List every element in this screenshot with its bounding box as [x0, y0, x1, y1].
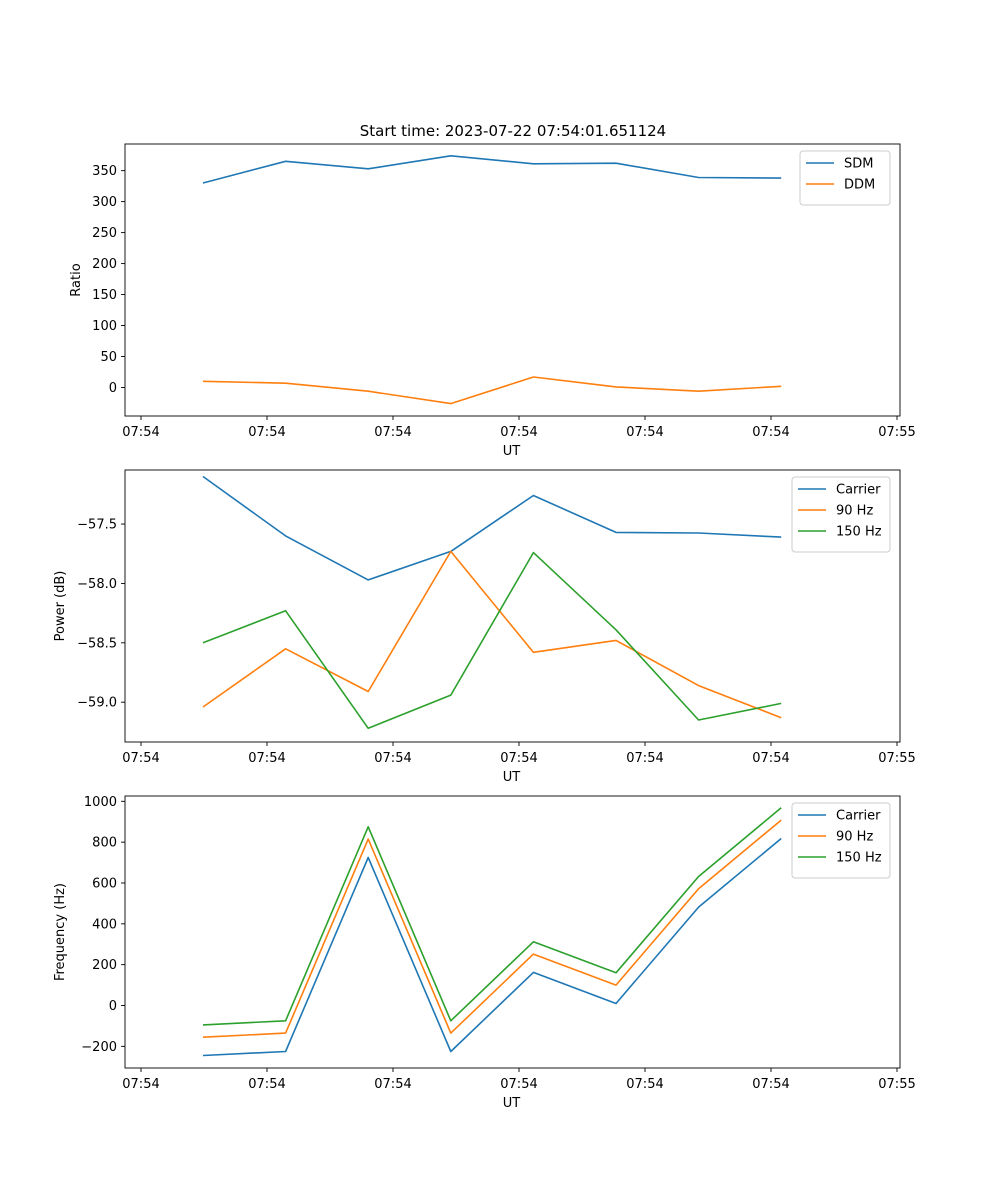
x-axis-label: UT	[503, 444, 521, 459]
x-tick-label: 07:54	[374, 425, 411, 440]
x-tick-label: 07:54	[122, 1077, 159, 1092]
chart-title: Start time: 2023-07-22 07:54:01.651124	[360, 122, 666, 140]
legend: Carrier 90 Hz 150 Hz	[791, 476, 891, 553]
x-tick-label: 07:54	[752, 425, 789, 440]
series-line-sdm	[202, 155, 782, 184]
series-line-carrier	[202, 475, 782, 581]
y-tick-label: −59.0	[77, 696, 117, 711]
y-tick-label: 150	[92, 288, 117, 303]
y-tick-label: −58.5	[77, 636, 117, 651]
x-tick-label: 07:54	[248, 1077, 285, 1092]
y-tick-label: 250	[92, 226, 117, 241]
chart-panel-2: 07:54 07:54 07:54 07:54 07:54 07:54 07:55 −59.0…	[53, 469, 916, 785]
legend-box	[791, 476, 891, 553]
x-tick-label: 07:54	[626, 751, 663, 766]
y-tick-label: 800	[92, 836, 117, 851]
x-tick-label: 07:54	[122, 425, 159, 440]
legend-label: SDM	[844, 157, 873, 172]
y-tick-label: 200	[92, 257, 117, 272]
series-line-150-hz	[202, 807, 782, 1026]
y-tick-label: 300	[92, 195, 117, 210]
x-tick-label: 07:54	[122, 751, 159, 766]
series-line-150-hz	[202, 551, 782, 730]
x-tick-label: 07:55	[878, 1077, 915, 1092]
legend-label: Carrier	[836, 483, 881, 498]
x-tick-label: 07:54	[500, 425, 537, 440]
y-tick-label: 200	[92, 958, 117, 973]
y-tick-label: 400	[92, 917, 117, 932]
y-axis-label: Power (dB)	[53, 571, 68, 642]
x-axis-label: UT	[503, 1096, 521, 1111]
x-tick-label: 07:54	[500, 751, 537, 766]
legend-label: 90 Hz	[836, 504, 873, 519]
legend-label: 150 Hz	[836, 851, 882, 866]
x-tick-label: 07:54	[752, 751, 789, 766]
chart-panel-1: 07:54 07:54 07:54 07:54 07:54 07:54 07:55 0 50 10…	[69, 143, 916, 459]
series-line-carrier	[202, 837, 782, 1057]
x-tick-label: 07:54	[626, 1077, 663, 1092]
legend-label: DDM	[844, 178, 875, 193]
x-tick-label: 07:54	[248, 425, 285, 440]
series-line-90-hz	[202, 819, 782, 1038]
y-tick-label: 350	[92, 164, 117, 179]
legend-label: Carrier	[836, 809, 881, 824]
axes-frame	[124, 469, 901, 743]
x-tick-label: 07:54	[752, 1077, 789, 1092]
x-tick-label: 07:54	[248, 751, 285, 766]
legend-label: 150 Hz	[836, 525, 882, 540]
x-axis-label: UT	[503, 770, 521, 785]
x-tick-label: 07:54	[374, 1077, 411, 1092]
y-tick-label: 1000	[84, 795, 117, 810]
y-tick-label: 0	[109, 381, 117, 396]
legend: SDM DDM	[799, 150, 891, 206]
legend-label: 90 Hz	[836, 830, 873, 845]
y-tick-label: 600	[92, 876, 117, 891]
x-tick-label: 07:55	[878, 425, 915, 440]
series-line-ddm	[202, 376, 782, 405]
x-tick-label: 07:55	[878, 751, 915, 766]
x-tick-label: 07:54	[626, 425, 663, 440]
y-tick-label: 100	[92, 319, 117, 334]
axes-frame	[124, 795, 901, 1069]
legend: Carrier 90 Hz 150 Hz	[791, 802, 891, 879]
y-tick-label: −57.5	[77, 518, 117, 533]
y-tick-label: −200	[81, 1040, 117, 1055]
x-tick-label: 07:54	[374, 751, 411, 766]
chart-panel-3: 07:54 07:54 07:54 07:54 07:54 07:54 07:55 −200 0…	[53, 795, 916, 1111]
axes-frame	[124, 143, 901, 417]
x-tick-label: 07:54	[500, 1077, 537, 1092]
legend-box	[791, 802, 891, 879]
y-axis-label: Frequency (Hz)	[53, 883, 68, 981]
y-axis-label: Ratio	[69, 263, 84, 296]
series-line-90-hz	[202, 550, 782, 719]
legend-box	[799, 150, 891, 206]
y-tick-label: 0	[109, 999, 117, 1014]
y-tick-label: −58.0	[77, 577, 117, 592]
y-tick-label: 50	[100, 350, 117, 365]
